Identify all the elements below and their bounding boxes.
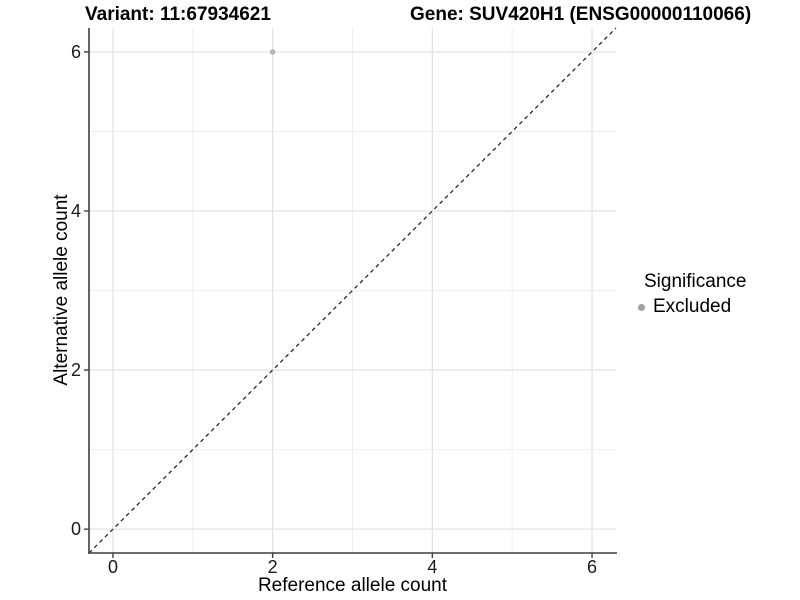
legend-item-excluded: Excluded: [638, 296, 746, 318]
legend-item-label: Excluded: [653, 296, 732, 317]
y-tick-label: 6: [71, 42, 81, 62]
legend: Significance Excluded: [638, 271, 746, 318]
variant-title: Variant: 11:67934621: [85, 4, 271, 25]
x-tick-label: 0: [108, 557, 118, 577]
y-tick-label: 2: [71, 360, 81, 380]
gene-title: Gene: SUV420H1 (ENSG00000110066): [410, 4, 752, 25]
y-tick-label: 4: [71, 201, 81, 221]
x-tick-label: 6: [587, 557, 597, 577]
identity-line: [88, 27, 617, 554]
x-tick-label: 2: [268, 557, 278, 577]
legend-title: Significance: [644, 271, 747, 292]
data-point: [269, 49, 276, 55]
legend-point-icon: [638, 303, 645, 311]
x-tick-label: 4: [427, 557, 437, 577]
y-tick-label: 0: [71, 519, 81, 539]
y-axis-title: Alternative allele count: [51, 194, 72, 386]
x-axis-title: Reference allele count: [257, 575, 448, 596]
